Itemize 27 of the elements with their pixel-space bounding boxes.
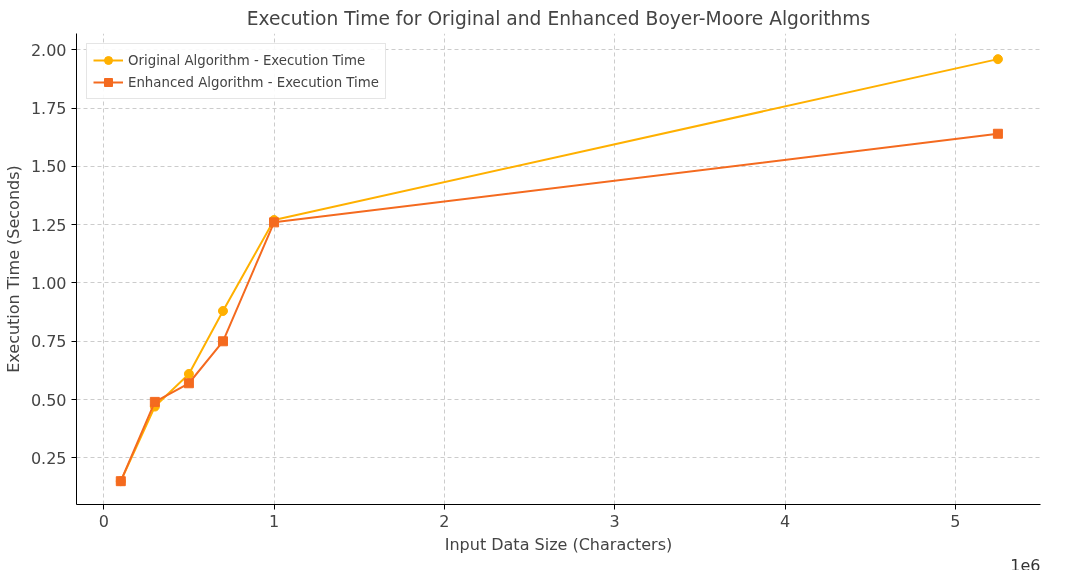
point <box>217 336 228 347</box>
x-tick-label: 4 <box>779 511 791 531</box>
x-axis-title: Input Data Size (Characters) <box>444 534 673 554</box>
y-tick-label: 1.50 <box>30 157 67 177</box>
y-tick-label: 0.25 <box>30 448 67 468</box>
y-tick-label: 1.75 <box>30 99 67 119</box>
y-tick-label: 2.00 <box>30 40 67 60</box>
point <box>992 128 1003 139</box>
point <box>992 54 1003 65</box>
point <box>217 305 228 316</box>
y-tick-label: 0.50 <box>30 390 67 410</box>
y-axis-title: Execution Time (Seconds) <box>3 165 23 373</box>
chart-title: Execution Time for Original and Enhanced Boyer-Moore Algorithms <box>246 7 871 29</box>
x-tick-label: 2 <box>439 511 450 531</box>
y-tick-label: 1.00 <box>30 273 67 293</box>
legend-label: Enhanced Algorithm - Execution Time <box>128 74 379 90</box>
y-tick-label: 0.75 <box>30 332 67 352</box>
x-tick-label: 1 <box>268 511 280 531</box>
x-tick-label: 3 <box>609 511 620 531</box>
x-tick-label: 5 <box>950 511 961 531</box>
x-tick-label: 0 <box>98 511 109 531</box>
y-tick-label: 1.25 <box>30 215 67 235</box>
point <box>183 378 194 389</box>
point <box>149 396 160 407</box>
legend-label: Original Algorithm - Execution Time <box>128 52 366 68</box>
text: 1e6 <box>1010 555 1041 575</box>
point <box>183 368 194 379</box>
